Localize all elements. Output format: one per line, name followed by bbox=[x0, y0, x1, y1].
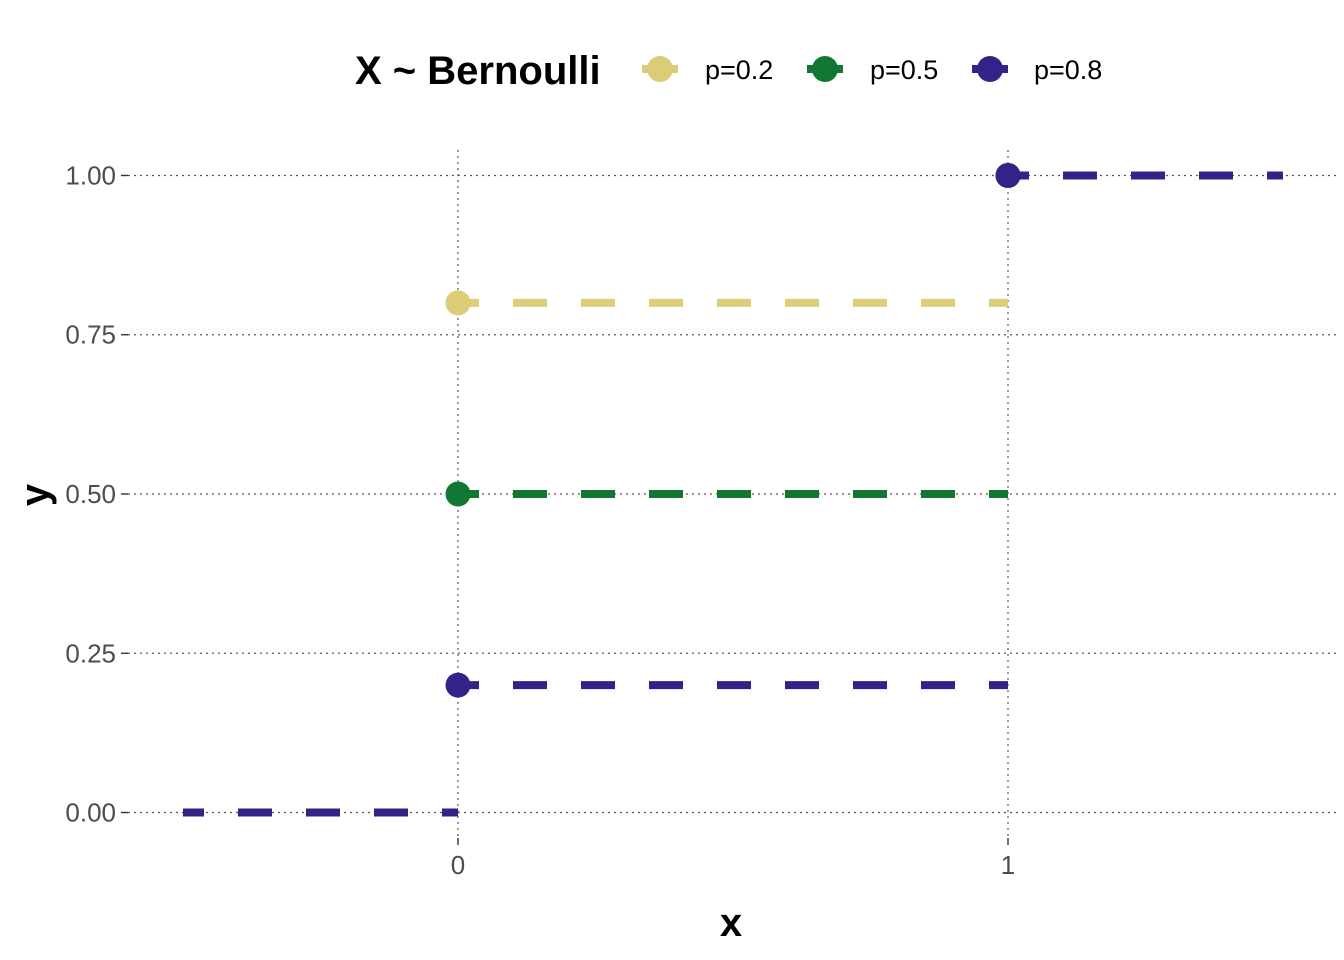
x-tick-label: 1 bbox=[1001, 850, 1015, 880]
y-tick-label: 1.00 bbox=[65, 160, 116, 190]
legend-key-p=0.2 bbox=[642, 56, 678, 82]
legend-key-point bbox=[647, 56, 673, 82]
step-point bbox=[445, 290, 471, 316]
legend-title: X ~ Bernoulli bbox=[355, 49, 601, 93]
axes: x y 0.00 0.25 0.50 0.75 1.00 0 1 bbox=[13, 160, 1015, 945]
series-p=0.5 bbox=[183, 162, 1283, 817]
step-point bbox=[445, 672, 471, 698]
x-tick-label: 0 bbox=[451, 850, 465, 880]
series-p=0.8 bbox=[183, 162, 1283, 817]
legend-key-point bbox=[977, 56, 1003, 82]
y-tick-label: 0.00 bbox=[65, 798, 116, 828]
legend-key-p=0.5 bbox=[807, 56, 843, 82]
series-p=0.2 bbox=[183, 162, 1283, 817]
legend-label: p=0.5 bbox=[870, 55, 938, 85]
x-axis-title: x bbox=[720, 901, 742, 945]
y-axis-title: y bbox=[13, 483, 57, 506]
y-tick-label: 0.25 bbox=[65, 638, 116, 668]
legend: X ~ Bernoulli p=0.2 p=0.5 p=0.8 bbox=[355, 49, 1102, 93]
y-tick-label: 0.75 bbox=[65, 320, 116, 350]
series bbox=[183, 162, 1283, 817]
legend-label: p=0.8 bbox=[1034, 55, 1102, 85]
legend-label: p=0.2 bbox=[705, 55, 773, 85]
legend-key-p=0.8 bbox=[972, 56, 1008, 82]
step-point bbox=[995, 162, 1021, 188]
y-tick-label: 0.50 bbox=[65, 479, 116, 509]
legend-key-point bbox=[812, 56, 838, 82]
step-point bbox=[445, 481, 471, 507]
